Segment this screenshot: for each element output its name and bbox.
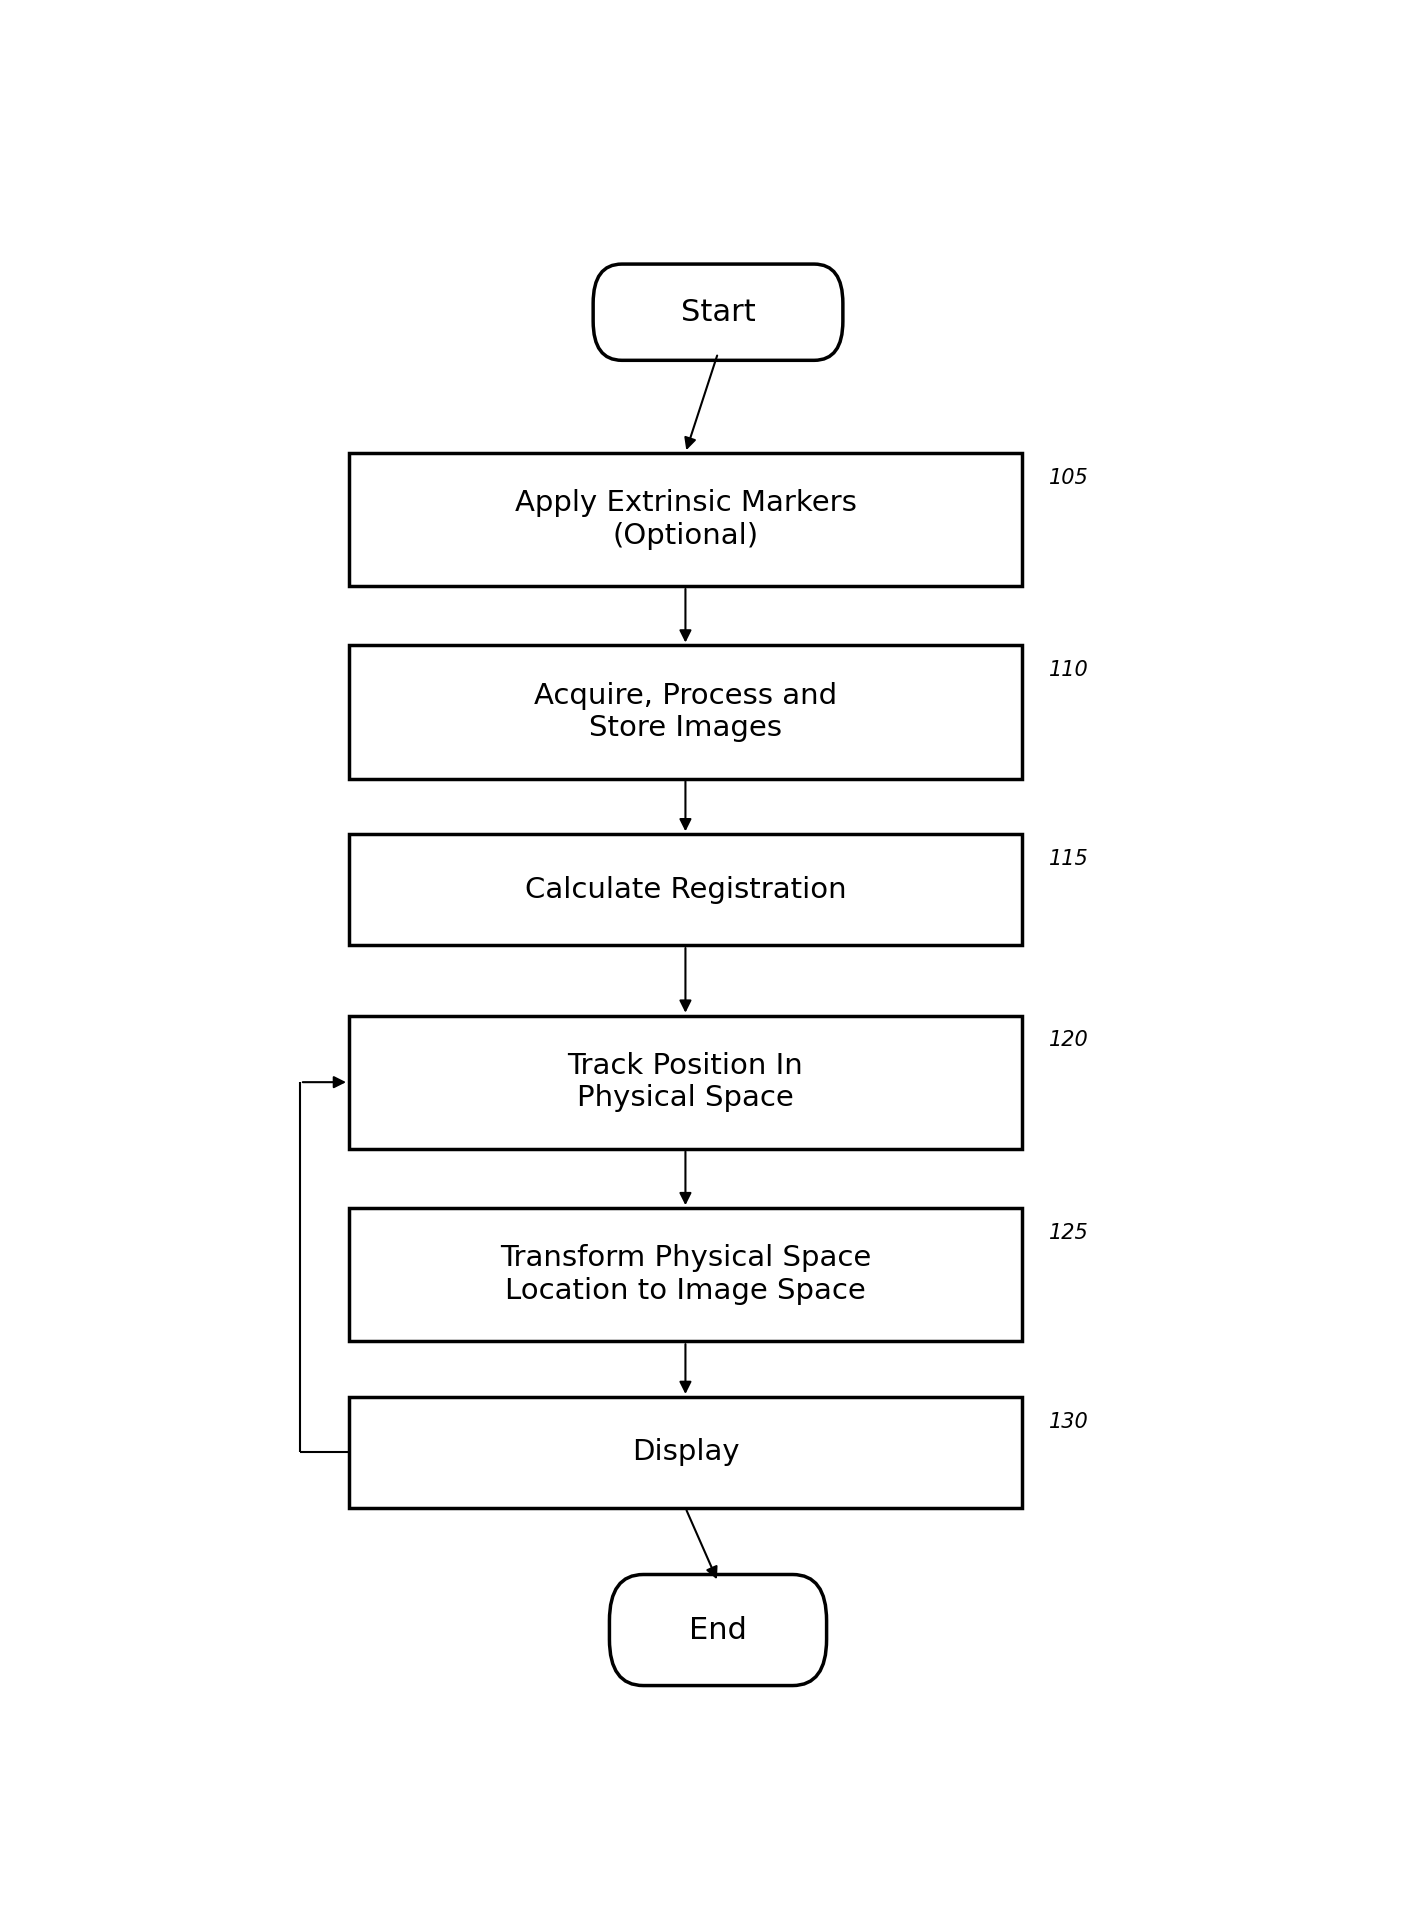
Text: 130: 130 <box>1049 1411 1089 1431</box>
Text: Apply Extrinsic Markers
(Optional): Apply Extrinsic Markers (Optional) <box>514 488 856 550</box>
Text: Display: Display <box>632 1438 740 1467</box>
Text: 120: 120 <box>1049 1031 1089 1050</box>
FancyBboxPatch shape <box>593 263 843 360</box>
Text: Acquire, Process and
Store Images: Acquire, Process and Store Images <box>534 683 836 742</box>
Text: 125: 125 <box>1049 1223 1089 1242</box>
Bar <box>349 1396 1023 1508</box>
Bar <box>349 452 1023 587</box>
FancyBboxPatch shape <box>609 1575 827 1686</box>
Text: Start: Start <box>681 298 755 327</box>
Text: End: End <box>689 1615 747 1644</box>
Bar <box>349 646 1023 779</box>
Text: Calculate Registration: Calculate Registration <box>524 875 846 904</box>
Text: 110: 110 <box>1049 660 1089 681</box>
Bar <box>349 1208 1023 1342</box>
Text: 115: 115 <box>1049 848 1089 869</box>
Bar <box>349 835 1023 946</box>
Bar <box>349 1015 1023 1148</box>
Text: 105: 105 <box>1049 467 1089 488</box>
Text: Track Position In
Physical Space: Track Position In Physical Space <box>567 1052 803 1111</box>
Text: Transform Physical Space
Location to Image Space: Transform Physical Space Location to Ima… <box>500 1244 871 1306</box>
